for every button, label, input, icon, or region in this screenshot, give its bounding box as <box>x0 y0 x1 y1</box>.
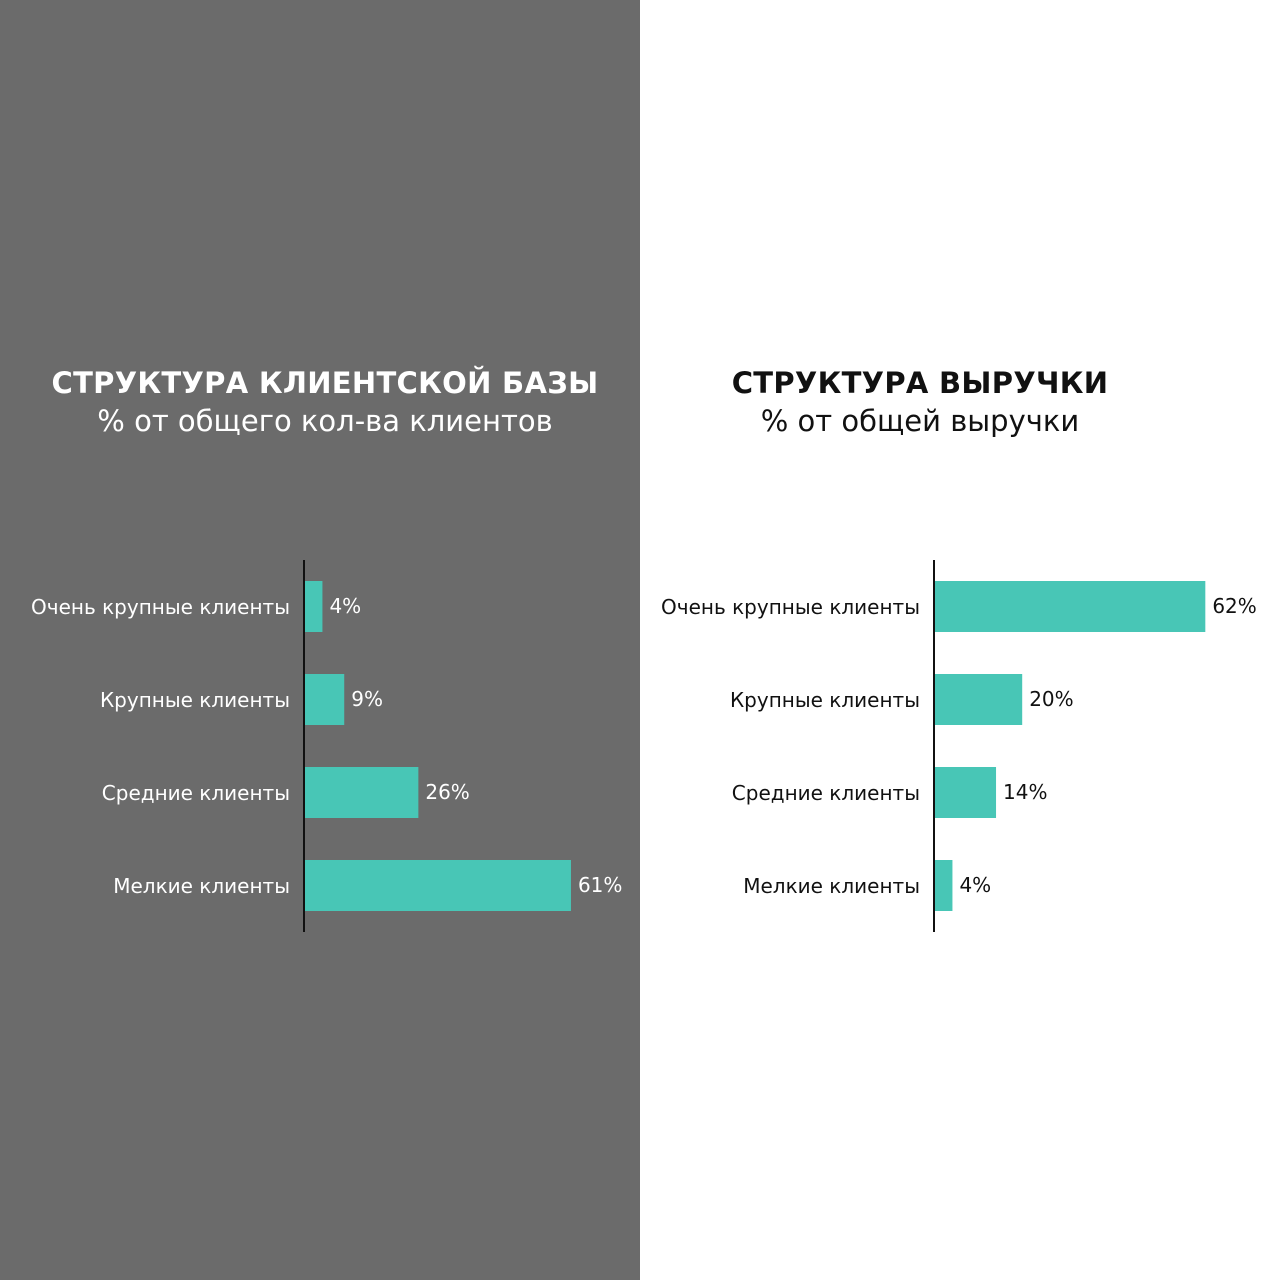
category-label: Крупные клиенты <box>730 688 920 712</box>
data-label: 61% <box>578 873 622 897</box>
category-label: Мелкие клиенты <box>743 874 920 898</box>
category-label: Средние клиенты <box>102 781 290 805</box>
revenue-panel: СТРУКТУРА ВЫРУЧКИ % от общей выручки Оче… <box>640 0 1280 1280</box>
data-label: 4% <box>329 594 361 618</box>
bar <box>305 674 345 725</box>
data-label: 9% <box>351 687 383 711</box>
bar <box>935 767 997 818</box>
category-label: Крупные клиенты <box>100 688 290 712</box>
category-label: Мелкие клиенты <box>113 874 290 898</box>
chart-title: СТРУКТУРА ВЫРУЧКИ <box>731 366 1109 400</box>
bar <box>935 860 953 911</box>
bar <box>305 581 323 632</box>
bar <box>305 860 571 911</box>
data-label: 4% <box>959 873 991 897</box>
category-label: Очень крупные клиенты <box>31 595 290 619</box>
revenue-chart: Очень крупные клиенты 62% Крупные клиенты 2… <box>661 560 1257 932</box>
category-label: Средние клиенты <box>732 781 920 805</box>
data-label: 14% <box>1003 780 1047 804</box>
chart-subtitle: % от общей выручки <box>760 404 1080 438</box>
category-label: Очень крупные клиенты <box>661 595 920 619</box>
client-base-chart: Очень крупные клиенты 4% Крупные клиенты 9%… <box>31 560 622 932</box>
chart-title: СТРУКТУРА КЛИЕНТСКОЙ БАЗЫ <box>51 366 599 400</box>
data-label: 20% <box>1029 687 1073 711</box>
bar <box>305 767 419 818</box>
data-label: 62% <box>1212 594 1256 618</box>
bar <box>935 674 1023 725</box>
chart-subtitle: % от общего кол-ва клиентов <box>97 404 553 438</box>
data-label: 26% <box>425 780 469 804</box>
client-base-panel: СТРУКТУРА КЛИЕНТСКОЙ БАЗЫ % от общего ко… <box>0 0 640 1280</box>
bar <box>935 581 1206 632</box>
